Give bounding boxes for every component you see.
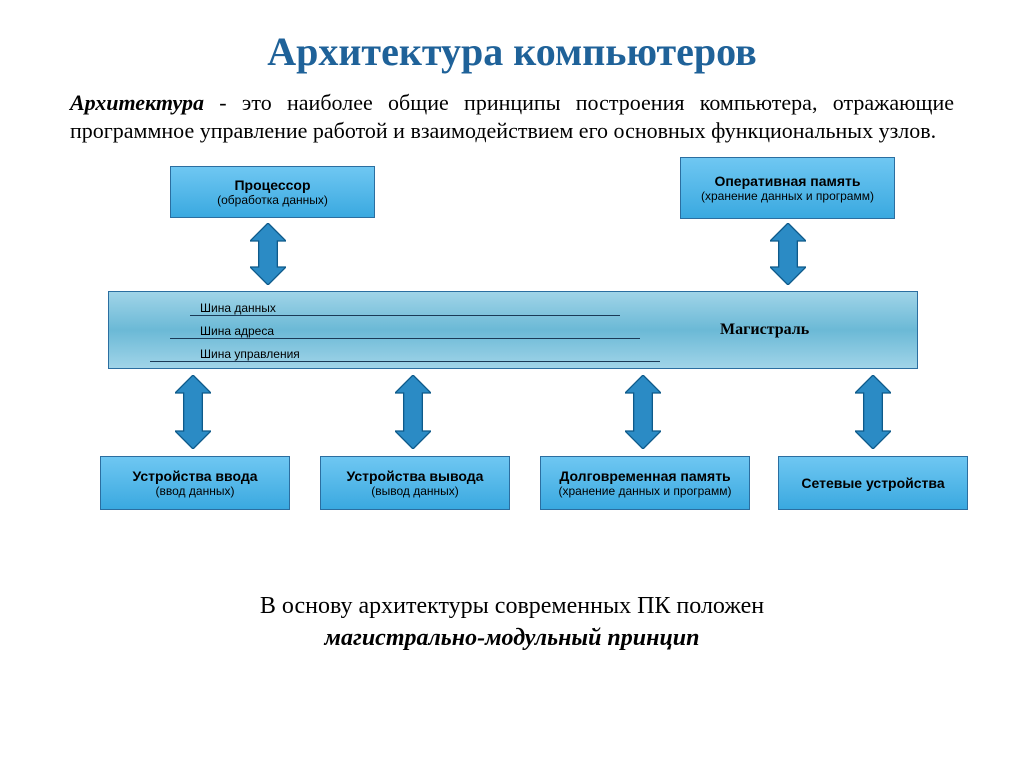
bottom-node-1-title: Устройства вывода	[347, 468, 484, 484]
top-node-0: Процессор(обработка данных)	[170, 166, 375, 218]
arrow-1	[770, 223, 806, 285]
bottom-node-1: Устройства вывода(вывод данных)	[320, 456, 510, 510]
bottom-node-0: Устройства ввода(ввод данных)	[100, 456, 290, 510]
footer-line1: В основу архитектуры современных ПК поло…	[260, 593, 764, 619]
bottom-node-3-title: Сетевые устройства	[801, 475, 944, 491]
arrow-5	[855, 375, 891, 449]
top-node-1: Оперативная память(хранение данных и про…	[680, 157, 895, 219]
arrow-4	[625, 375, 661, 449]
top-node-0-subtitle: (обработка данных)	[217, 193, 328, 207]
bottom-node-2: Долговременная память(хранение данных и …	[540, 456, 750, 510]
bottom-node-1-subtitle: (вывод данных)	[371, 484, 459, 498]
bus-line-2	[150, 361, 660, 362]
page-title: Архитектура компьютеров	[0, 0, 1024, 75]
top-node-1-title: Оперативная память	[714, 173, 860, 189]
definition-term: Архитектура	[70, 90, 204, 115]
arrow-3	[395, 375, 431, 449]
definition-paragraph: Архитектура - это наиболее общие принцип…	[0, 75, 1024, 145]
architecture-diagram: Процессор(обработка данных) Оперативная п…	[0, 151, 1024, 591]
bottom-node-2-subtitle: (хранение данных и программ)	[559, 484, 732, 498]
bus-line-1	[170, 338, 640, 339]
bottom-node-0-title: Устройства ввода	[133, 468, 258, 484]
bus-label: Магистраль	[720, 321, 809, 339]
top-node-0-title: Процессор	[234, 177, 310, 193]
bus-line-text-0: Шина данных	[200, 301, 276, 315]
bus-line-text-1: Шина адреса	[200, 324, 274, 338]
footer-emph: магистрально-модульный принцип	[325, 625, 700, 651]
bottom-node-2-title: Долговременная память	[559, 468, 730, 484]
top-node-1-subtitle: (хранение данных и программ)	[701, 189, 874, 203]
footer-text: В основу архитектуры современных ПК поло…	[0, 591, 1024, 653]
arrow-0	[250, 223, 286, 285]
bus-line-text-2: Шина управления	[200, 347, 300, 361]
arrow-2	[175, 375, 211, 449]
bottom-node-0-subtitle: (ввод данных)	[156, 484, 235, 498]
bottom-node-3: Сетевые устройства	[778, 456, 968, 510]
bus-line-0	[190, 315, 620, 316]
